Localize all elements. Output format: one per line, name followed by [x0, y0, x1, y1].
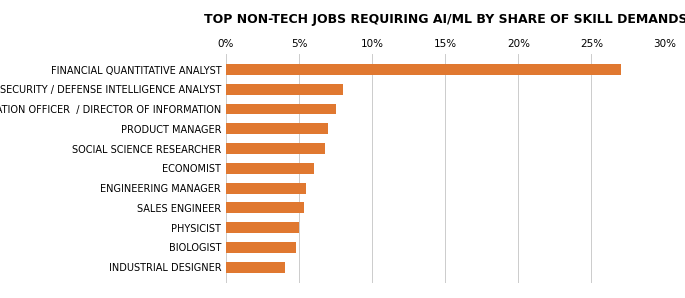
Bar [226, 222, 299, 233]
Bar [226, 202, 303, 213]
Bar [226, 163, 314, 174]
Bar [226, 64, 621, 75]
Bar [226, 262, 284, 273]
Bar [226, 123, 328, 134]
Bar [226, 104, 336, 114]
Title: TOP NON-TECH JOBS REQUIRING AI/ML BY SHARE OF SKILL DEMANDS: TOP NON-TECH JOBS REQUIRING AI/ML BY SHA… [203, 13, 685, 26]
Bar [226, 143, 325, 154]
Bar [226, 183, 306, 194]
Bar [226, 242, 296, 253]
Bar [226, 84, 343, 95]
